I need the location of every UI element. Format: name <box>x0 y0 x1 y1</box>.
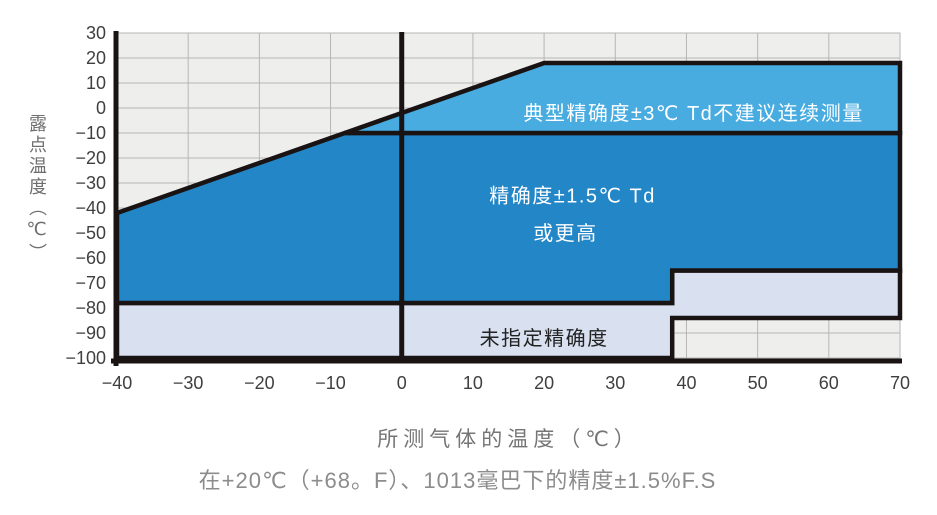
x-tick-label-70: 70 <box>890 373 910 393</box>
x-tick-label-10: 10 <box>463 373 483 393</box>
x-tick-label--40: −40 <box>102 373 133 393</box>
y-tick-label-0: 0 <box>96 98 106 118</box>
y-axis-title: 露点温度（℃） <box>27 114 47 264</box>
y-tick-label--80: −80 <box>75 298 106 318</box>
x-tick-label-0: 0 <box>397 373 407 393</box>
y-tick-label--90: −90 <box>75 323 106 343</box>
chart-caption: 在+20℃（+68。F）、1013毫巴下的精度±1.5%F.S <box>198 468 717 493</box>
x-tick-label-40: 40 <box>676 373 696 393</box>
y-tick-label--50: −50 <box>75 223 106 243</box>
y-tick-label--60: −60 <box>75 248 106 268</box>
y-tick-label--20: −20 <box>75 148 106 168</box>
x-tick-label-20: 20 <box>534 373 554 393</box>
y-tick-label--100: −100 <box>65 348 106 368</box>
y-tick-label-20: 20 <box>86 48 106 68</box>
y-tick-label--10: −10 <box>75 123 106 143</box>
annotation-high-accuracy-2: 或更高 <box>533 222 598 245</box>
x-tick-label-50: 50 <box>748 373 768 393</box>
annotation-high-accuracy-1: 精确度±1.5℃ Td <box>489 185 656 208</box>
y-tick-label--40: −40 <box>75 198 106 218</box>
region-typical-accuracy <box>344 60 903 136</box>
chart-svg: 3020100−10−20−30−40−50−60−70−80−90−100−4… <box>65 23 910 393</box>
x-axis-title: 所测气体的温度（℃） <box>377 428 640 451</box>
x-tick-label--10: −10 <box>315 373 346 393</box>
annotation-typical-accuracy-0: 典型精确度±3℃ Td不建议连续测量 <box>523 102 863 125</box>
annotation-unspecified-accuracy-3: 未指定精确度 <box>480 327 609 350</box>
y-tick-label--30: −30 <box>75 173 106 193</box>
x-tick-label--20: −20 <box>244 373 275 393</box>
y-tick-label-30: 30 <box>86 23 106 43</box>
y-tick-label-10: 10 <box>86 73 106 93</box>
y-tick-label--70: −70 <box>75 273 106 293</box>
x-tick-label-30: 30 <box>605 373 625 393</box>
x-tick-label-60: 60 <box>819 373 839 393</box>
x-tick-label--30: −30 <box>173 373 204 393</box>
